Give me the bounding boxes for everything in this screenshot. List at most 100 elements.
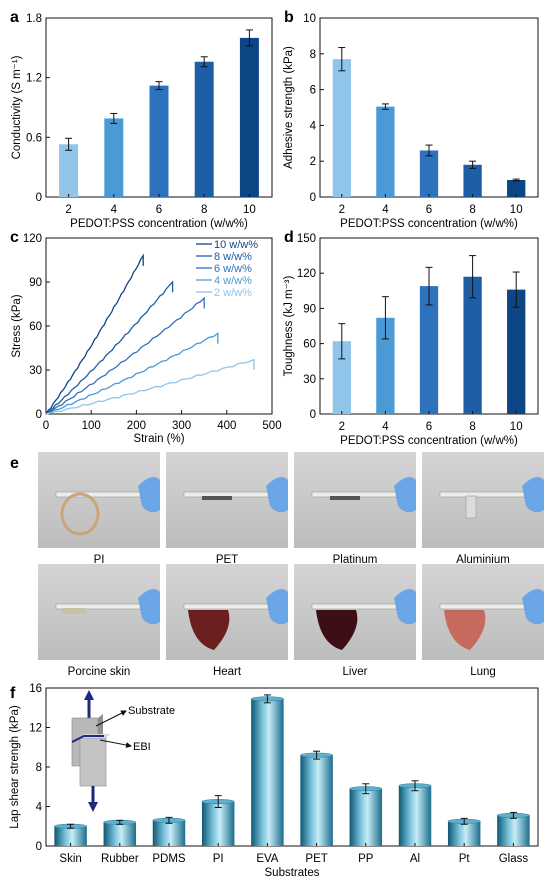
x-tick-label: 10	[510, 421, 523, 433]
y-tick-label: 150	[297, 233, 316, 245]
glass-slide	[183, 603, 277, 610]
x-tick-label: 2	[339, 421, 345, 433]
bar-pi	[201, 801, 235, 846]
bar-6	[419, 150, 439, 197]
gloved-hand	[266, 477, 288, 513]
sample	[202, 496, 232, 500]
top-pull-arrowhead	[84, 690, 94, 700]
y-tick-label: 6	[310, 85, 316, 97]
y-tick-label: 2	[310, 156, 316, 168]
gloved-hand	[266, 589, 288, 625]
x-tick-label: PET	[305, 853, 327, 865]
legend-label: 8 w/w%	[214, 251, 252, 263]
bar-eva	[251, 698, 284, 846]
bar-pdms	[152, 820, 186, 846]
bar-rubber	[103, 822, 137, 846]
x-tick-label: Rubber	[101, 853, 139, 865]
x-tick-label: Al	[410, 853, 420, 865]
panel-letter-a: a	[10, 9, 19, 26]
photo-grid: PI PET Platinum Aluminium Porcine skin Heart L…	[38, 452, 544, 678]
x-tick-label: 10	[243, 204, 256, 216]
sample-tissue	[316, 610, 358, 650]
y-tick-label: 4	[310, 120, 317, 132]
x-tick-label: 200	[127, 420, 146, 432]
bar-4	[104, 118, 124, 197]
bar-pet	[300, 755, 333, 846]
x-tick-label: PI	[213, 853, 224, 865]
x-tick-label: 6	[156, 204, 162, 216]
sample	[465, 495, 477, 519]
y-axis-label: Adhesive strength (kPa)	[283, 46, 295, 169]
y-tick-label: 0	[36, 409, 42, 421]
x-tick-label: 4	[382, 421, 389, 433]
y-tick-label: 4	[36, 802, 43, 814]
panel-letter-c: c	[10, 229, 19, 246]
y-tick-label: 12	[29, 723, 42, 735]
photo-background	[38, 564, 160, 660]
photo-pet: PET	[166, 452, 288, 566]
bar-2	[332, 341, 351, 414]
x-tick-label: 400	[217, 420, 236, 432]
photo-caption: Aluminium	[456, 554, 510, 566]
gloved-hand	[138, 477, 160, 513]
x-axis-label: PEDOT:PSS concentration (w/w%)	[340, 435, 518, 447]
y-tick-label: 8	[310, 49, 316, 61]
bar-10	[507, 179, 526, 197]
gloved-hand	[394, 589, 416, 625]
y-tick-label: 1.2	[26, 73, 42, 85]
glass-slide	[311, 603, 405, 610]
sample	[62, 608, 86, 614]
y-axis-label: Toughness (kJ m⁻³)	[283, 276, 295, 377]
x-axis-label: PEDOT:PSS concentration (w/w%)	[340, 218, 518, 230]
x-tick-label: Pt	[459, 853, 471, 865]
bar-2	[59, 144, 79, 197]
photo-caption: Liver	[343, 666, 368, 678]
legend-label: 4 w/w%	[214, 275, 252, 287]
x-axis-label: PEDOT:PSS concentration (w/w%)	[70, 218, 248, 230]
ebi-pointer	[99, 739, 132, 748]
y-axis-label: Stress (kPa)	[11, 294, 23, 357]
y-tick-label: 90	[303, 303, 316, 315]
ebi-label: EBI	[133, 741, 151, 753]
x-tick-label: 4	[382, 204, 389, 216]
bar-6	[149, 85, 169, 197]
y-tick-label: 0.6	[26, 132, 42, 144]
y-tick-label: 60	[303, 339, 316, 351]
curve-2-wpct	[45, 358, 255, 415]
legend-label: 6 w/w%	[214, 263, 252, 275]
photo-caption: Porcine skin	[68, 666, 131, 678]
substrate-pointer	[95, 710, 127, 727]
bar-pp	[349, 788, 383, 846]
panel-letter-f: f	[10, 685, 16, 702]
photo-caption: PI	[94, 554, 105, 566]
y-tick-label: 0	[36, 841, 42, 853]
photo-pi: PI	[38, 452, 160, 566]
chart-d-toughness: 0 30 60 90 120 150 2 4 6 8 10 PEDOT:PSS concentrati…	[283, 233, 539, 447]
x-tick-label: 10	[510, 204, 523, 216]
x-axis-label: Strain (%)	[133, 433, 184, 445]
x-tick-label: 2	[65, 204, 71, 216]
chart-a-conductivity: 0 0.6 1.2 1.8 2 4 6 8 10 PEDOT:PSS concentration …	[11, 13, 273, 230]
substrate-label: Substrate	[128, 705, 175, 717]
photo-liver: Liver	[294, 564, 416, 678]
bar-8	[463, 164, 482, 197]
legend-label: 2 w/w%	[214, 287, 252, 299]
gloved-hand	[394, 477, 416, 513]
curve-8-wpct	[45, 280, 174, 415]
photo-caption: Heart	[213, 666, 242, 678]
chart-c-stress-strain: 0 30 60 90 120 0 100 200 300 400 500 10 w/w%8 w/w%6…	[11, 233, 282, 445]
bar-8	[463, 276, 482, 414]
curve-4-wpct	[45, 332, 219, 415]
x-tick-label: 8	[469, 204, 475, 216]
bar-al	[398, 785, 432, 846]
bar-10	[239, 37, 259, 198]
legend-label: 10 w/w%	[214, 239, 258, 251]
panel-letter-e: e	[10, 455, 19, 472]
bar-2	[332, 59, 351, 197]
x-tick-label: EVA	[256, 853, 278, 865]
x-tick-label: 2	[339, 204, 345, 216]
substrate-plate-bottom	[79, 737, 107, 787]
y-tick-label: 60	[29, 321, 42, 333]
curve-10-wpct	[45, 253, 144, 415]
